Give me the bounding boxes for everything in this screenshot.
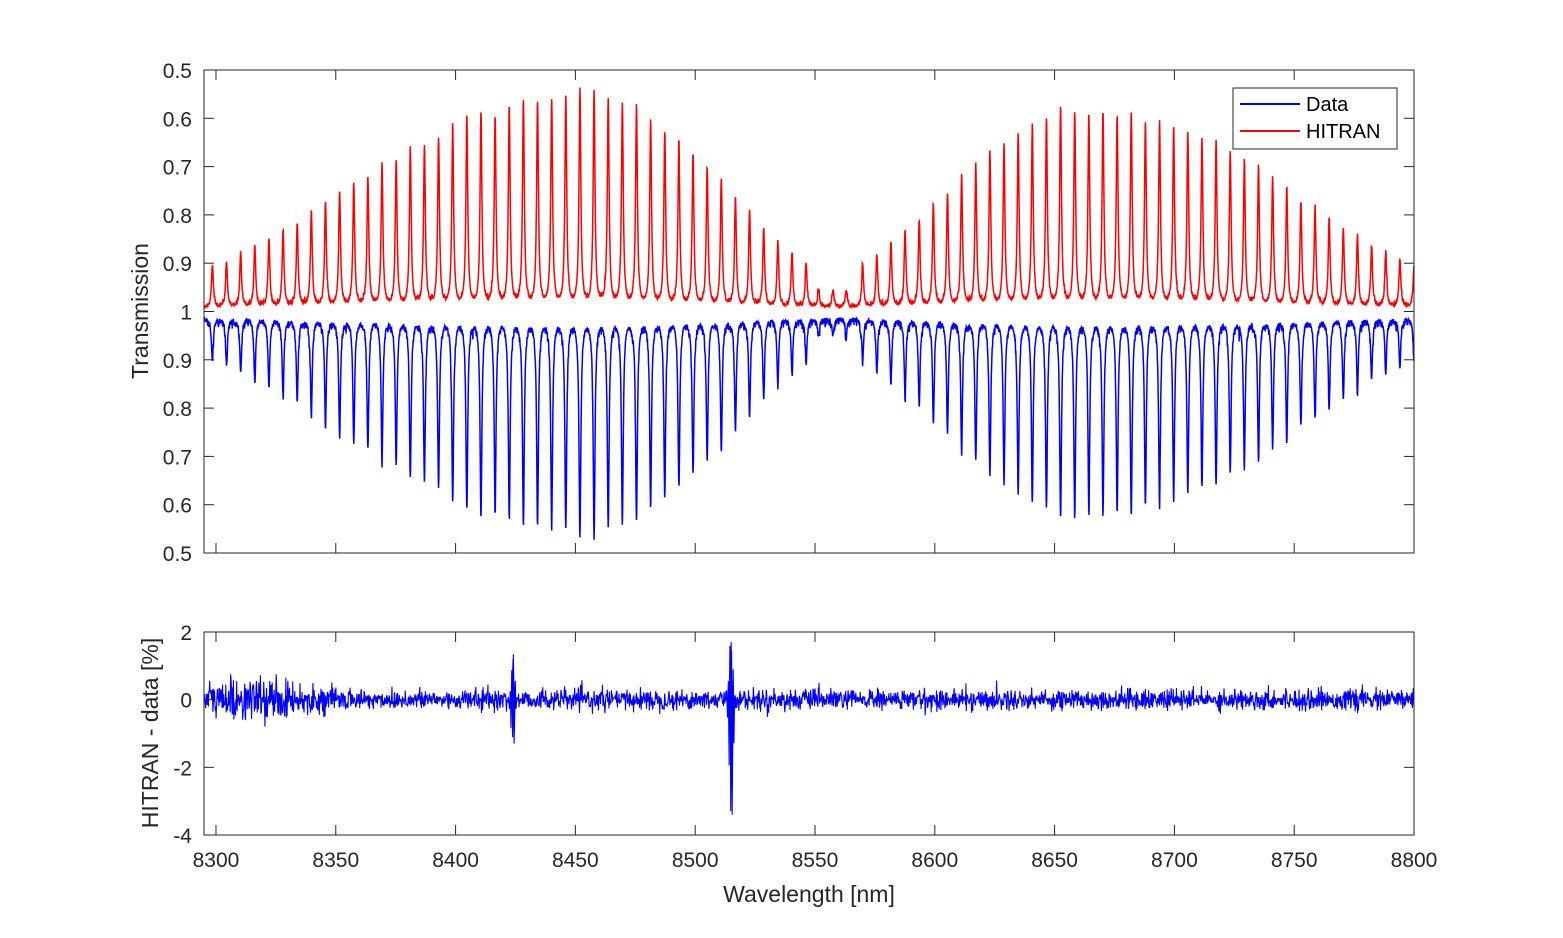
transmission-ytick-label: 0.7 bbox=[163, 157, 192, 180]
residual-xtick-label: 8600 bbox=[911, 849, 958, 872]
residual-xtick-label: 8350 bbox=[312, 849, 359, 872]
residual-panel: 20-2-4 8300 8350 8400 8450 8500 8550 8600 8650 8… bbox=[137, 622, 1437, 907]
transmission-axes-box bbox=[203, 69, 1415, 554]
transmission-axes-background bbox=[204, 70, 1414, 553]
transmission-series bbox=[203, 87, 1415, 540]
residual-xlabel: Wavelength [nm] bbox=[723, 881, 895, 907]
residual-xtick-label: 8800 bbox=[1391, 849, 1438, 872]
residual-ylabel: HITRAN - data [%] bbox=[137, 638, 163, 828]
transmission-ytick-label: 0.6 bbox=[163, 108, 192, 131]
legend-box bbox=[1232, 87, 1398, 150]
series-residual-line bbox=[203, 642, 1415, 815]
legend: Data HITRAN bbox=[1232, 87, 1398, 150]
transmission-ytick-label: 0.8 bbox=[163, 398, 192, 421]
transmission-ylabel: Transmission bbox=[127, 243, 153, 379]
residual-xtick-label: 8300 bbox=[193, 849, 240, 872]
series-data-line bbox=[203, 316, 1415, 540]
transmission-ytick-label: 0.9 bbox=[163, 253, 192, 276]
transmission-panel: 0.5 0.6 0.7 0.8 0.9 1 0.9 0.8 0.7 0.6 0.5 Transmis… bbox=[127, 60, 1415, 566]
series-hitran-line bbox=[203, 87, 1415, 310]
residual-xtick-label: 8400 bbox=[432, 849, 479, 872]
transmission-ytick-label: 0.8 bbox=[163, 205, 192, 228]
residual-xtick-label: 8650 bbox=[1031, 849, 1078, 872]
residual-xtick-label: 8500 bbox=[672, 849, 719, 872]
residual-ytick-label: 0 bbox=[180, 690, 192, 713]
transmission-ytick-label: 1 bbox=[180, 302, 192, 325]
residual-ytick-label: -4 bbox=[173, 825, 192, 848]
transmission-ytick-label: 0.9 bbox=[163, 350, 192, 373]
legend-label-hitran: HITRAN bbox=[1306, 121, 1380, 143]
residual-xtick-label: 8550 bbox=[792, 849, 839, 872]
transmission-ytick-label: 0.5 bbox=[163, 543, 192, 566]
transmission-ticks bbox=[204, 69, 1415, 554]
residual-xtick-label: 8700 bbox=[1151, 849, 1198, 872]
transmission-ytick-label: 0.5 bbox=[163, 60, 192, 83]
residual-axes-background bbox=[204, 632, 1414, 835]
transmission-ytick-label: 0.7 bbox=[163, 446, 192, 469]
residual-ytick-labels: 2 0 -2 -4 bbox=[173, 622, 192, 848]
residual-axes-box bbox=[203, 631, 1415, 836]
transmission-ytick-labels: 0.5 0.6 0.7 0.8 0.9 1 0.9 0.8 0.7 0.6 0.5 bbox=[163, 60, 192, 566]
residual-series bbox=[203, 642, 1415, 815]
residual-xtick-labels: 8300 8350 8400 8450 8500 8550 8600 8650 8700 8750… bbox=[193, 849, 1438, 872]
residual-xtick-label: 8750 bbox=[1271, 849, 1318, 872]
residual-ytick-label: 2 bbox=[180, 622, 192, 645]
transmission-ytick-label: 0.6 bbox=[163, 495, 192, 518]
residual-ytick-label: -2 bbox=[173, 757, 192, 780]
legend-label-data: Data bbox=[1306, 94, 1349, 116]
residual-xtick-label: 8450 bbox=[552, 849, 599, 872]
